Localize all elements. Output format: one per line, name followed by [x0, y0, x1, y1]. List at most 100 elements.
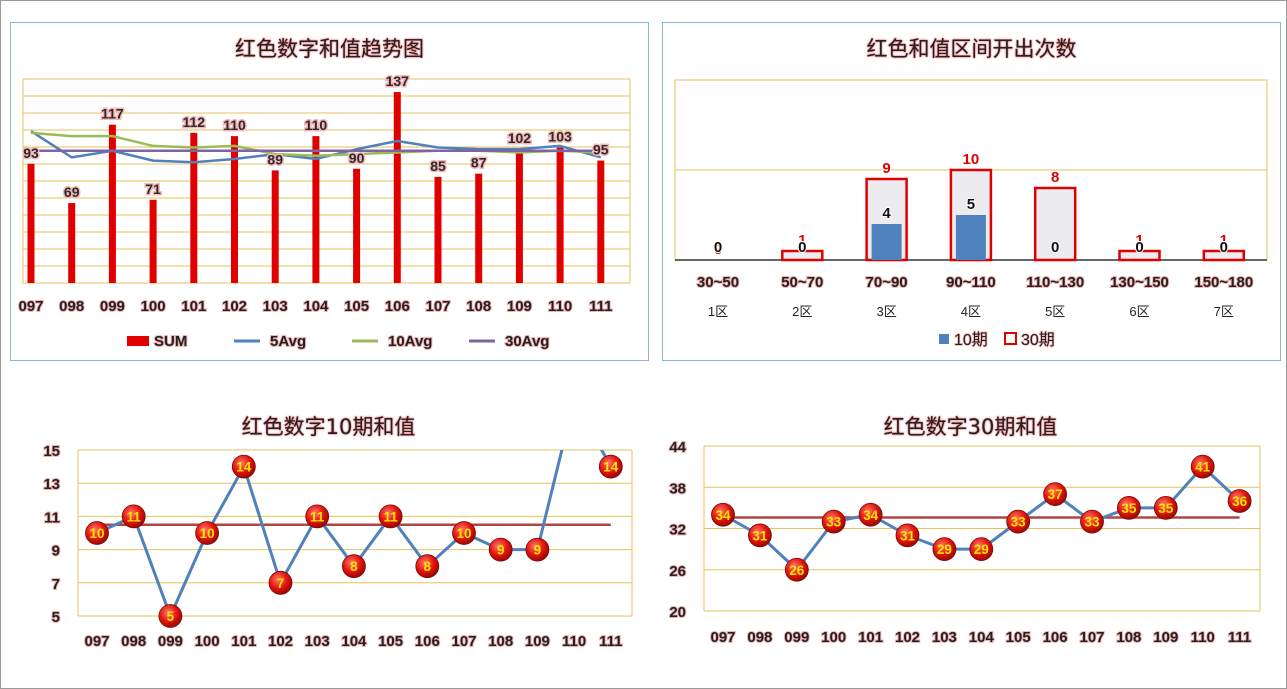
x-tick-label: 100 — [141, 298, 166, 315]
bar-sum — [108, 124, 116, 283]
data-label: 90 — [349, 150, 365, 166]
x-tick-label: 104 — [341, 633, 367, 650]
bar-10 — [955, 215, 986, 260]
data-label: 35 — [1121, 501, 1137, 516]
bar-30 — [1118, 249, 1161, 262]
legend-label: 5Avg — [270, 333, 306, 350]
x-tick-label: 111 — [599, 633, 622, 650]
zone-label: 2区 — [792, 304, 812, 319]
data-label: 11 — [310, 509, 325, 524]
data-label: 14 — [236, 460, 252, 475]
zone-label: 4区 — [961, 304, 981, 319]
x-tick-label: 105 — [1006, 629, 1031, 646]
series-line-5avg — [30, 130, 602, 164]
y-tick-label: 7 — [52, 576, 60, 593]
data-point — [268, 570, 293, 595]
data-label: 26 — [789, 563, 805, 578]
x-tick-label: 109 — [1153, 629, 1178, 646]
data-point — [1190, 454, 1215, 479]
x-tick-label: 103 — [305, 633, 330, 650]
sum30-panel: 红色数字30期和值 20 26 32 38 44 34 31 26 33 34 31 29 29 33 37… — [662, 401, 1279, 659]
data-label: 29 — [974, 542, 989, 557]
x-tick-label: 70~90 — [866, 274, 908, 291]
x-tick-label: 110~130 — [1026, 274, 1084, 291]
data-point — [1116, 495, 1141, 520]
zone-label: 1区 — [708, 304, 728, 319]
x-tick-label: 111 — [1228, 629, 1251, 646]
data-label-30: 9 — [882, 160, 890, 177]
x-tick-label: 103 — [932, 629, 957, 646]
zone-label: 6区 — [1129, 304, 1149, 319]
data-point — [195, 521, 220, 545]
data-label: 10 — [89, 526, 104, 541]
y-tick-label: 15 — [43, 443, 60, 460]
y-tick-label: 38 — [669, 480, 686, 497]
x-tick-label: 099 — [784, 629, 809, 646]
y-tick-label: 20 — [669, 604, 686, 621]
data-label: 31 — [900, 528, 916, 543]
data-label: 110 — [223, 117, 246, 133]
data-point — [1227, 489, 1252, 513]
x-tick-label: 101 — [858, 629, 883, 646]
x-tick-label: 104 — [303, 298, 329, 315]
x-tick-label: 097 — [18, 298, 43, 315]
data-label-10: 0 — [1220, 239, 1228, 256]
x-tick-label: 097 — [710, 629, 735, 646]
x-tick-label: 110 — [548, 298, 572, 315]
data-point — [305, 504, 330, 529]
x-tick-label: 108 — [466, 298, 491, 315]
legend-label: 10期 — [954, 331, 988, 349]
x-tick-label: 105 — [344, 298, 369, 315]
bar-30 — [1033, 186, 1077, 262]
bar-30 — [781, 249, 824, 262]
bar-sum — [190, 132, 198, 283]
x-tick-label: 101 — [181, 298, 206, 315]
data-label: 10 — [200, 526, 215, 541]
bar-sum — [556, 147, 564, 283]
data-label-10: 4 — [882, 205, 891, 222]
data-label: 85 — [430, 158, 446, 174]
x-tick-label: 100 — [195, 633, 220, 650]
legend-swatch — [1004, 332, 1017, 345]
chart-title: 红色和值区间开出次数 — [866, 37, 1077, 61]
data-point — [711, 502, 735, 527]
data-label: 11 — [127, 509, 142, 524]
x-tick-label: 099 — [158, 633, 183, 650]
x-tick-label: 108 — [488, 633, 513, 650]
data-label-30: 10 — [963, 151, 980, 168]
sum-trend-panel: 红色数字和值趋势图 93 69 117 71 112 110 89 110 90 137 85 87 1… — [10, 22, 649, 361]
data-label: 14 — [603, 460, 619, 475]
data-point — [121, 504, 146, 529]
x-tick-label: 90~110 — [946, 274, 996, 291]
x-tick-label: 102 — [268, 633, 293, 650]
data-label: 117 — [101, 106, 124, 122]
x-tick-label: 106 — [415, 633, 440, 650]
data-point — [858, 502, 883, 527]
series-line — [96, 450, 613, 618]
data-label-10: 0 — [798, 239, 806, 256]
data-point — [341, 554, 366, 579]
x-tick-label: 097 — [84, 633, 109, 650]
data-label: 33 — [826, 515, 842, 530]
legend-label: 30Avg — [505, 333, 549, 350]
y-tick-label: 32 — [669, 522, 686, 539]
bar-sum — [393, 92, 401, 283]
x-tick-label: 102 — [222, 298, 247, 315]
data-label: 8 — [350, 559, 358, 574]
data-point — [488, 537, 513, 562]
data-label: 29 — [937, 542, 952, 557]
data-label: 33 — [1011, 515, 1027, 530]
sum-trend-chart: 93 69 117 71 112 110 89 110 90 137 85 87 102 103 95 097… — [17, 72, 631, 351]
data-point — [1043, 482, 1068, 507]
data-label: 36 — [1232, 494, 1248, 509]
data-label: 11 — [383, 509, 398, 524]
legend-swatch — [127, 336, 149, 346]
chart-title: 红色数字30期和值 — [883, 415, 1058, 439]
x-tick-label: 106 — [1043, 629, 1068, 646]
x-tick-label: 101 — [231, 633, 256, 650]
x-tick-label: 110 — [562, 633, 586, 650]
bar-sum — [27, 163, 35, 283]
x-tick-label: 107 — [425, 298, 450, 315]
x-tick-label: 103 — [263, 298, 288, 315]
